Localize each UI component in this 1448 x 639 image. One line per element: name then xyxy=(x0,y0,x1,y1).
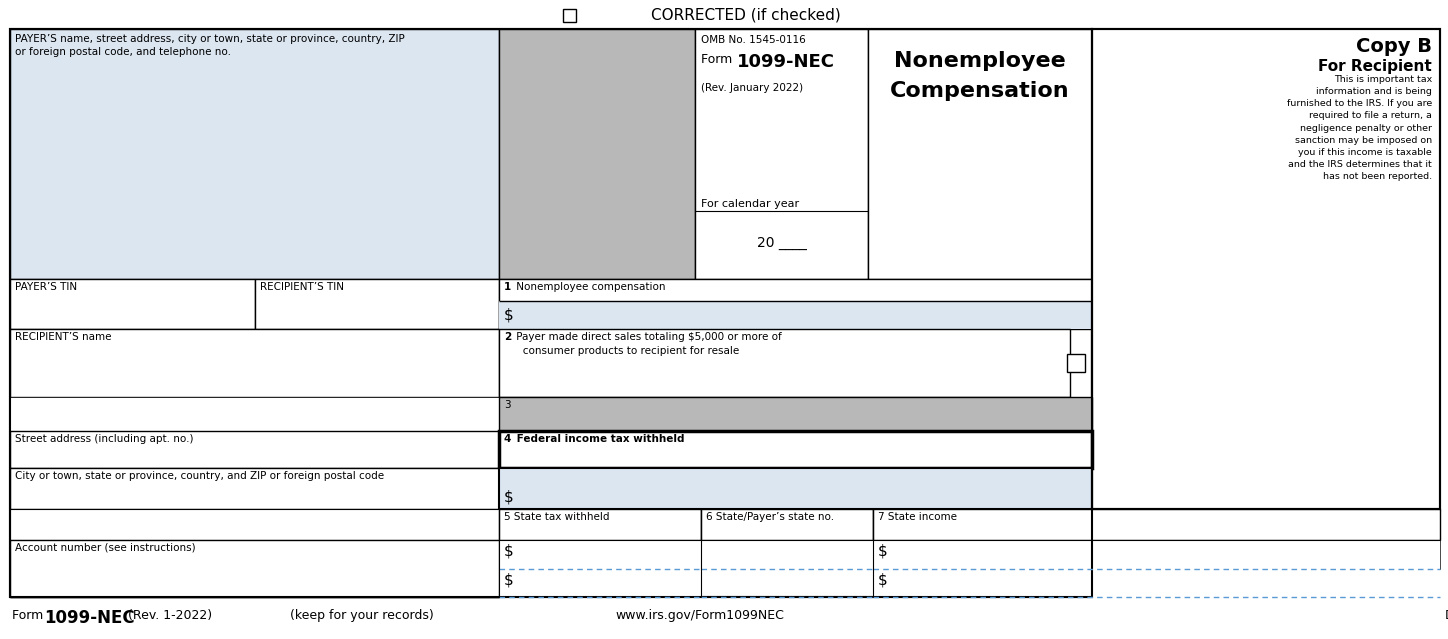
Bar xyxy=(500,329,1070,397)
Text: Federal income tax withheld: Federal income tax withheld xyxy=(513,434,685,444)
Text: CORRECTED (if checked): CORRECTED (if checked) xyxy=(652,8,841,23)
Text: For Recipient: For Recipient xyxy=(1318,59,1432,74)
Bar xyxy=(563,9,576,22)
Text: $: $ xyxy=(877,544,888,559)
Bar xyxy=(500,569,701,597)
Bar xyxy=(500,29,695,279)
Text: Form: Form xyxy=(12,609,48,622)
Text: (keep for your records): (keep for your records) xyxy=(290,609,434,622)
Text: 20 ____: 20 ____ xyxy=(756,236,807,250)
Bar xyxy=(10,279,255,329)
Text: (Rev. 1-2022): (Rev. 1-2022) xyxy=(127,609,211,622)
Text: Nonemployee: Nonemployee xyxy=(893,51,1066,71)
Bar xyxy=(500,540,701,569)
Bar xyxy=(10,29,1092,597)
Bar xyxy=(873,540,1439,569)
Text: 1: 1 xyxy=(504,282,511,292)
Bar xyxy=(1092,29,1439,509)
Text: Copy B: Copy B xyxy=(1355,37,1432,56)
Text: PAYER’S name, street address, city or town, state or province, country, ZIP
or f: PAYER’S name, street address, city or to… xyxy=(14,34,405,58)
Bar xyxy=(1067,354,1085,372)
Text: RECIPIENT’S name: RECIPIENT’S name xyxy=(14,332,111,342)
Bar xyxy=(10,468,500,509)
Text: For calendar year: For calendar year xyxy=(701,199,799,209)
Bar xyxy=(10,431,500,468)
Text: RECIPIENT’S TIN: RECIPIENT’S TIN xyxy=(259,282,343,292)
Text: $: $ xyxy=(504,573,514,587)
Bar xyxy=(500,509,701,540)
Bar xyxy=(10,29,1092,597)
Bar xyxy=(10,397,500,431)
Bar xyxy=(255,279,500,329)
Bar xyxy=(695,29,867,279)
Text: City or town, state or province, country, and ZIP or foreign postal code: City or town, state or province, country… xyxy=(14,471,384,481)
Bar xyxy=(873,569,1439,597)
Text: (Rev. January 2022): (Rev. January 2022) xyxy=(701,83,804,93)
Text: Department of the Treasury - Internal Revenue Service: Department of the Treasury - Internal Re… xyxy=(1445,609,1448,622)
Text: 6 State/Payer’s state no.: 6 State/Payer’s state no. xyxy=(705,512,834,522)
Bar xyxy=(873,509,1439,540)
Bar xyxy=(10,540,500,597)
Bar xyxy=(500,397,1092,431)
Text: 2: 2 xyxy=(504,332,511,342)
Text: 7 State income: 7 State income xyxy=(877,512,957,522)
Text: Payer made direct sales totaling $5,000 or more of
   consumer products to recip: Payer made direct sales totaling $5,000 … xyxy=(513,332,782,356)
Bar xyxy=(867,29,1092,279)
Text: Street address (including apt. no.): Street address (including apt. no.) xyxy=(14,434,194,444)
Text: $: $ xyxy=(504,490,514,505)
Text: PAYER’S TIN: PAYER’S TIN xyxy=(14,282,77,292)
Text: 3: 3 xyxy=(504,400,511,410)
Text: Compensation: Compensation xyxy=(891,81,1070,101)
Text: $: $ xyxy=(504,307,514,322)
Bar xyxy=(10,329,500,397)
Text: $: $ xyxy=(877,573,888,587)
Text: Nonemployee compensation: Nonemployee compensation xyxy=(513,282,666,292)
Text: 5 State tax withheld: 5 State tax withheld xyxy=(504,512,610,522)
Text: OMB No. 1545-0116: OMB No. 1545-0116 xyxy=(701,35,805,45)
Text: Form: Form xyxy=(701,53,736,66)
Bar xyxy=(500,431,1092,468)
Bar xyxy=(500,301,1092,329)
Text: 4: 4 xyxy=(504,434,511,444)
Bar xyxy=(10,509,500,540)
Bar xyxy=(500,468,1092,509)
Bar xyxy=(701,540,873,569)
Bar xyxy=(10,29,500,279)
Text: 1099-NEC: 1099-NEC xyxy=(737,53,835,71)
Bar xyxy=(701,509,873,540)
Text: $: $ xyxy=(504,544,514,559)
Text: 1099-NEC: 1099-NEC xyxy=(43,609,135,627)
Text: Account number (see instructions): Account number (see instructions) xyxy=(14,543,195,553)
Text: This is important tax
information and is being
furnished to the IRS. If you are
: This is important tax information and is… xyxy=(1287,75,1432,181)
Text: www.irs.gov/Form1099NEC: www.irs.gov/Form1099NEC xyxy=(615,609,785,622)
Bar xyxy=(500,279,1092,329)
Bar xyxy=(1092,29,1439,509)
